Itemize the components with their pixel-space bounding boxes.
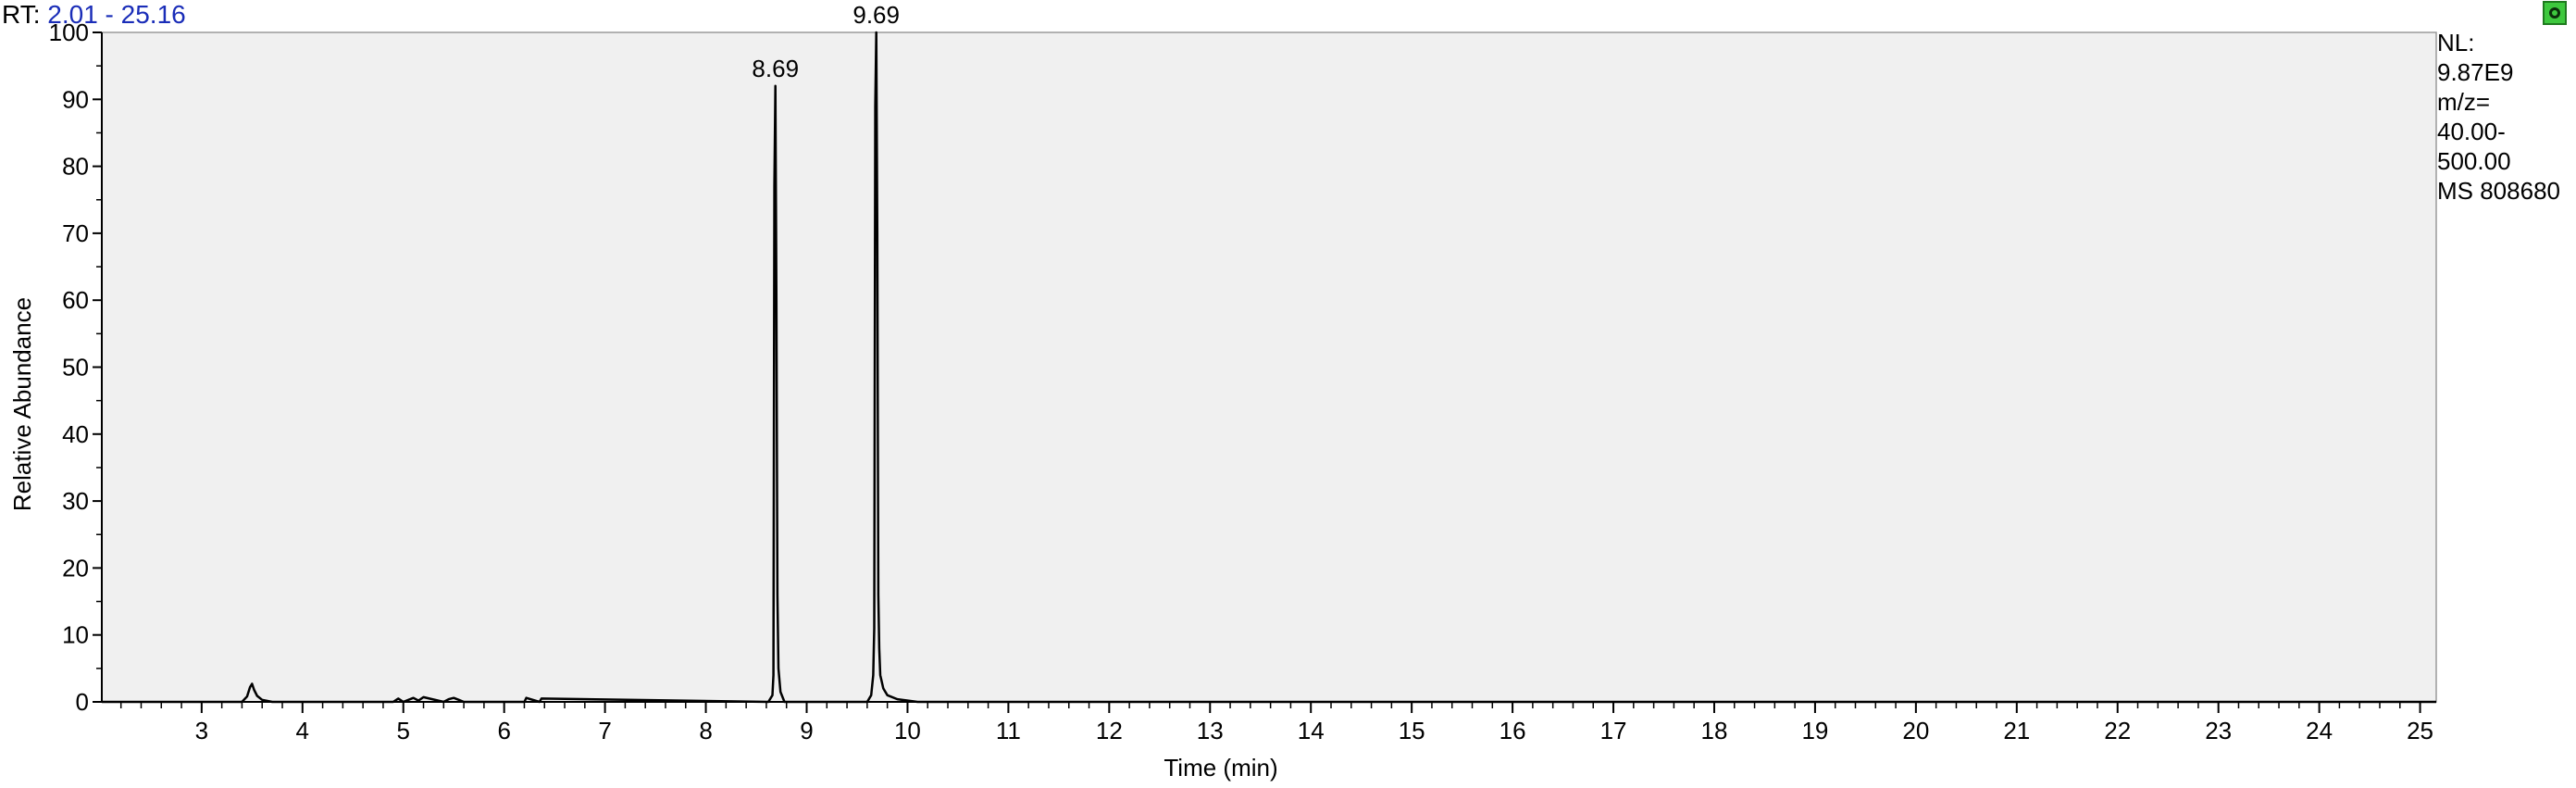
x-tick-label: 3	[195, 717, 208, 744]
scan-number: MS 808680	[2437, 177, 2560, 205]
y-tick-label: 80	[62, 153, 89, 181]
x-tick-label: 6	[497, 717, 510, 744]
x-tick-label: 20	[1902, 717, 1929, 744]
y-tick-label: 100	[49, 19, 89, 46]
mz-low: 40.00-	[2437, 118, 2506, 145]
y-tick-label: 20	[62, 554, 89, 582]
x-tick-label: 9	[800, 717, 813, 744]
peak-label: 9.69	[852, 1, 900, 29]
x-tick-label: 7	[598, 717, 611, 744]
y-tick-label: 0	[76, 688, 89, 716]
scan-info-panel: NL: 9.87E9 m/z= 40.00- 500.00 MS 808680	[2437, 28, 2560, 206]
y-tick-label: 30	[62, 487, 89, 515]
x-tick-label: 10	[894, 717, 921, 744]
chromatogram-refresh-icon[interactable]	[2543, 1, 2567, 25]
y-tick-label: 10	[62, 621, 89, 649]
y-tick-label: 40	[62, 420, 89, 448]
x-tick-label: 24	[2306, 717, 2333, 744]
x-tick-label: 22	[2104, 717, 2131, 744]
x-tick-label: 19	[1801, 717, 1828, 744]
x-tick-label: 21	[2003, 717, 2030, 744]
x-tick-label: 4	[296, 717, 309, 744]
mz-label: m/z=	[2437, 88, 2491, 116]
x-tick-label: 8	[699, 717, 712, 744]
x-tick-label: 16	[1500, 717, 1526, 744]
x-tick-label: 13	[1197, 717, 1224, 744]
y-axis-title: Relative Abundance	[8, 297, 36, 511]
y-tick-label: 60	[62, 286, 89, 314]
x-tick-label: 18	[1701, 717, 1728, 744]
rt-range-value: 2.01 - 25.16	[47, 0, 186, 29]
chromatogram-trace	[102, 31, 2436, 704]
x-tick-label: 11	[996, 717, 1021, 744]
nl-value: 9.87E9	[2437, 58, 2514, 86]
x-tick-label: 12	[1096, 717, 1123, 744]
x-tick-label: 17	[1600, 717, 1627, 744]
x-tick-label: 25	[2407, 717, 2433, 744]
mz-high: 500.00	[2437, 147, 2511, 175]
y-tick-label: 90	[62, 85, 89, 113]
peak-label: 8.69	[752, 55, 799, 82]
rt-range-label: RT: 2.01 - 25.16	[2, 0, 186, 30]
x-tick-label: 15	[1399, 717, 1425, 744]
x-tick-label: 5	[397, 717, 410, 744]
x-axis-title: Time (min)	[1164, 754, 1277, 782]
y-tick-label: 50	[62, 354, 89, 381]
plot-area	[101, 31, 2437, 703]
y-tick-label: 70	[62, 219, 89, 247]
x-tick-label: 23	[2205, 717, 2232, 744]
nl-label: NL:	[2437, 29, 2475, 56]
x-tick-label: 14	[1298, 717, 1325, 744]
rt-prefix: RT:	[2, 0, 41, 29]
